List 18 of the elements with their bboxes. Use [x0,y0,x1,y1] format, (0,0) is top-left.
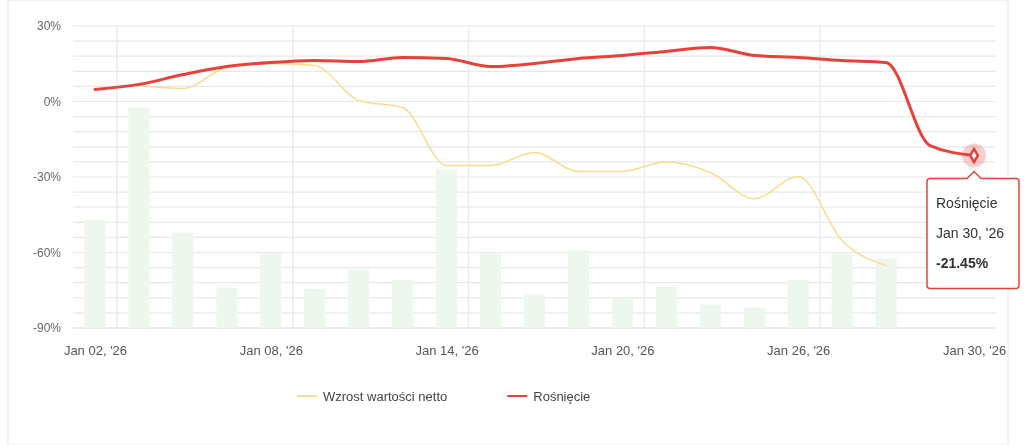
tooltip-box: Rośnięcie Jan 30, '26 -21.45% [926,170,1020,290]
x-tick-label: Jan 08, '26 [239,343,303,359]
x-tick-label: Jan 26, '26 [767,343,831,359]
x-tick-label: Jan 14, '26 [415,343,479,359]
bar [875,258,897,328]
bar [831,252,853,328]
x-tick-label: Jan 20, '26 [591,343,655,359]
x-tick-label: Jan 02, '26 [63,343,128,359]
line-series [138,62,887,267]
y-tick-label: -30% [32,170,62,185]
x-tick-label: Jan 30, '26 [942,343,1007,359]
y-tick-label: -60% [32,245,62,260]
y-tick-label: 0% [43,94,62,109]
y-tick-label: 30% [36,19,62,34]
y-tick-label: -90% [32,321,62,336]
legend-label: Rośnięcie [533,389,591,404]
legend-label: Wzrost wartości netto [323,389,448,404]
annotation: Rośnięcie Jan 30, '26 -21.45% [936,195,1005,272]
